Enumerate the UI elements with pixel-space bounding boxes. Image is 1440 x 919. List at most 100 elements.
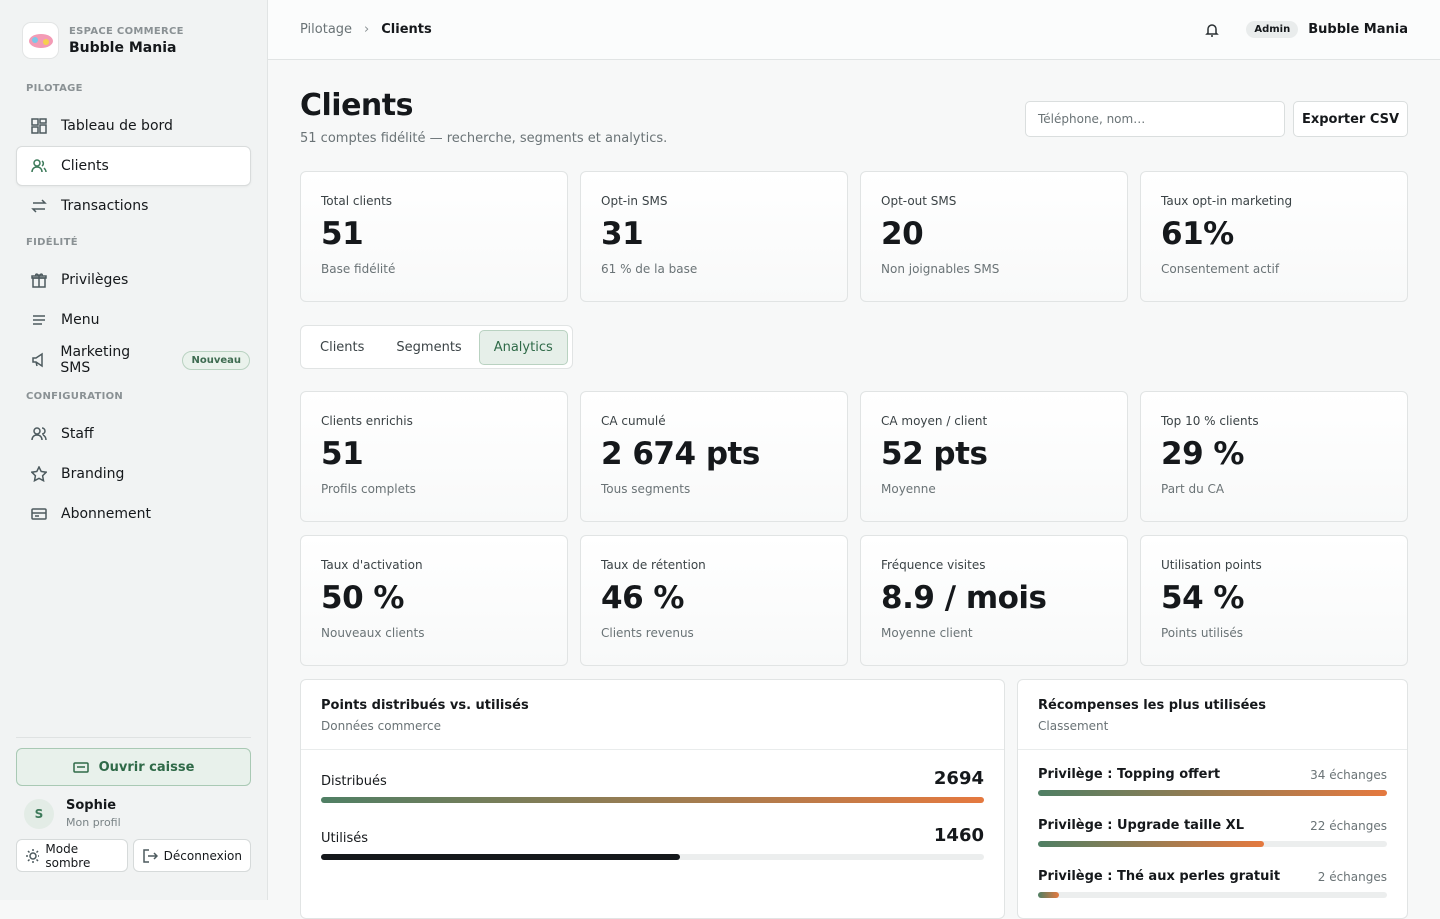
workspace-name: Bubble Mania bbox=[69, 39, 177, 56]
kpi-note: Clients revenus bbox=[601, 626, 694, 640]
progress-track bbox=[321, 854, 984, 860]
nav-item[interactable]: Abonnement bbox=[16, 494, 251, 534]
navigation: PILOTAGE Tableau de bord Clients Transactio… bbox=[16, 72, 251, 534]
nav-item[interactable]: Staff bbox=[16, 414, 251, 454]
kpi-label: Opt-out SMS bbox=[881, 194, 957, 208]
kpi-label: Total clients bbox=[321, 194, 393, 208]
panel-subtitle: Données commerce bbox=[321, 719, 441, 733]
kpi-card: CA moyen / client 52 pts Moyenne bbox=[860, 391, 1128, 522]
kpi-card: Taux de rétention 46 % Clients revenus bbox=[580, 535, 848, 666]
reward-row: Privilège : Upgrade taille XL 22 échanges bbox=[1018, 818, 1407, 847]
kpi-note: Moyenne client bbox=[881, 626, 973, 640]
rewards-panel: Récompenses les plus utilisées Classement… bbox=[1017, 679, 1408, 919]
logout-button[interactable]: Déconnexion bbox=[132, 839, 251, 872]
page-title: Clients bbox=[300, 88, 413, 123]
row-value: 1460 bbox=[933, 825, 984, 846]
kpi-note: Nouveaux clients bbox=[321, 626, 425, 640]
kpi-note: Consentement actif bbox=[1161, 262, 1280, 276]
progress-track bbox=[321, 797, 984, 803]
analytics-cards: Clients enrichis 51 Profils complets CA cum… bbox=[300, 391, 1408, 666]
kpi-value: 46 % bbox=[601, 580, 685, 616]
sidebar: ESPACE COMMERCE Bubble Mania PILOTAGE Tab… bbox=[0, 0, 268, 900]
row-header: Privilège : Thé aux perles gratuit 2 écha… bbox=[1038, 869, 1387, 884]
reward-count: 34 échanges bbox=[1310, 768, 1387, 782]
reward-label: Privilège : Thé aux perles gratuit bbox=[1038, 869, 1281, 884]
account-name[interactable]: Bubble Mania bbox=[1308, 22, 1408, 37]
role-badge: Admin bbox=[1246, 21, 1299, 38]
progress-bar bbox=[321, 797, 984, 803]
content: Clients 51 comptes fidélité — recherche,… bbox=[300, 60, 1408, 919]
kpi-label: Clients enrichis bbox=[321, 414, 413, 428]
user-subtitle: Mon profil bbox=[66, 816, 121, 829]
dark-mode-button[interactable]: Mode sombre bbox=[16, 839, 128, 872]
panel-title: Récompenses les plus utilisées bbox=[1038, 698, 1266, 713]
nav-item[interactable]: Transactions bbox=[16, 186, 251, 226]
nav-label: Tableau de bord bbox=[61, 118, 173, 134]
kpi-note: Tous segments bbox=[601, 482, 691, 496]
nav-item[interactable]: Branding bbox=[16, 454, 251, 494]
new-badge: Nouveau bbox=[182, 350, 250, 370]
progress-track bbox=[1038, 892, 1387, 898]
nav-icon bbox=[31, 199, 47, 213]
nav-section-title: CONFIGURATION bbox=[26, 391, 124, 402]
kpi-label: Top 10 % clients bbox=[1161, 414, 1259, 428]
kpi-card: CA cumulé 2 674 pts Tous segments bbox=[580, 391, 848, 522]
kpi-note: Points utilisés bbox=[1161, 626, 1244, 640]
row-header: Privilège : Topping offert 34 échanges bbox=[1038, 767, 1387, 782]
reward-row: Privilège : Thé aux perles gratuit 2 écha… bbox=[1018, 869, 1407, 898]
nav-icon bbox=[31, 273, 47, 288]
user-name: Sophie bbox=[66, 798, 117, 813]
page-subtitle: 51 comptes fidélité — recherche, segment… bbox=[300, 131, 668, 146]
nav-item[interactable]: Privilèges bbox=[16, 260, 251, 300]
kpi-value: 2 674 pts bbox=[601, 436, 760, 472]
user-profile[interactable]: S Sophie Mon profil bbox=[24, 798, 251, 829]
row-label: Utilisés bbox=[321, 831, 368, 846]
search-input[interactable]: Téléphone, nom… bbox=[1025, 101, 1285, 137]
kpi-note: Non joignables SMS bbox=[881, 262, 1000, 276]
kpi-value: 51 bbox=[321, 216, 364, 252]
breadcrumb[interactable]: Pilotage bbox=[300, 22, 353, 37]
tab[interactable]: Analytics bbox=[478, 329, 568, 365]
row-value: 2694 bbox=[933, 768, 984, 789]
kpi-value: 31 bbox=[601, 216, 644, 252]
nav-item[interactable]: Marketing SMS Nouveau bbox=[16, 340, 251, 380]
nav-label: Menu bbox=[61, 312, 100, 328]
kpi-label: Taux d'activation bbox=[321, 558, 423, 572]
kpi-note: Part du CA bbox=[1161, 482, 1225, 496]
nav-label: Privilèges bbox=[61, 272, 129, 288]
summary-cards: Total clients 51 Base fidélité Opt-in SMS 31… bbox=[300, 171, 1408, 302]
brand: ESPACE COMMERCE Bubble Mania bbox=[22, 22, 184, 59]
kpi-card: Total clients 51 Base fidélité bbox=[300, 171, 568, 302]
kpi-note: Moyenne bbox=[881, 482, 936, 496]
reward-count: 2 échanges bbox=[1317, 870, 1387, 884]
kpi-label: Taux opt-in marketing bbox=[1161, 194, 1293, 208]
nav-item[interactable]: Clients bbox=[16, 146, 251, 186]
nav-item[interactable]: Tableau de bord bbox=[16, 106, 251, 146]
row-header: Privilège : Upgrade taille XL 22 échanges bbox=[1038, 818, 1387, 833]
nav-icon bbox=[31, 508, 47, 520]
points-row: Utilisés 1460 bbox=[301, 825, 1004, 860]
notifications-icon[interactable] bbox=[1204, 22, 1220, 38]
topbar: Pilotage › Clients Admin Bubble Mania bbox=[268, 0, 1440, 60]
open-register-button[interactable]: Ouvrir caisse bbox=[16, 748, 251, 786]
reward-label: Privilège : Topping offert bbox=[1038, 767, 1221, 782]
kpi-label: Opt-in SMS bbox=[601, 194, 668, 208]
sidebar-footer: Ouvrir caisse S Sophie Mon profil Mode so… bbox=[16, 737, 251, 872]
panel-subtitle: Classement bbox=[1038, 719, 1109, 733]
nav-item[interactable]: Menu bbox=[16, 300, 251, 340]
tab[interactable]: Segments bbox=[396, 339, 462, 355]
kpi-note: 61 % de la base bbox=[601, 262, 698, 276]
nav-icon bbox=[31, 427, 47, 441]
export-button[interactable]: Exporter CSV bbox=[1293, 101, 1408, 137]
row-header: Utilisés 1460 bbox=[321, 825, 984, 846]
dark-mode-label: Mode sombre bbox=[45, 841, 91, 870]
nav-icon bbox=[31, 159, 47, 173]
kpi-card: Opt-out SMS 20 Non joignables SMS bbox=[860, 171, 1128, 302]
reward-count: 22 échanges bbox=[1310, 819, 1387, 833]
tab[interactable]: Clients bbox=[320, 339, 365, 355]
kpi-card: Top 10 % clients 29 % Part du CA bbox=[1140, 391, 1408, 522]
progress-bar bbox=[1038, 841, 1264, 847]
open-register-label: Ouvrir caisse bbox=[98, 759, 195, 775]
breadcrumb: Clients bbox=[381, 22, 432, 37]
